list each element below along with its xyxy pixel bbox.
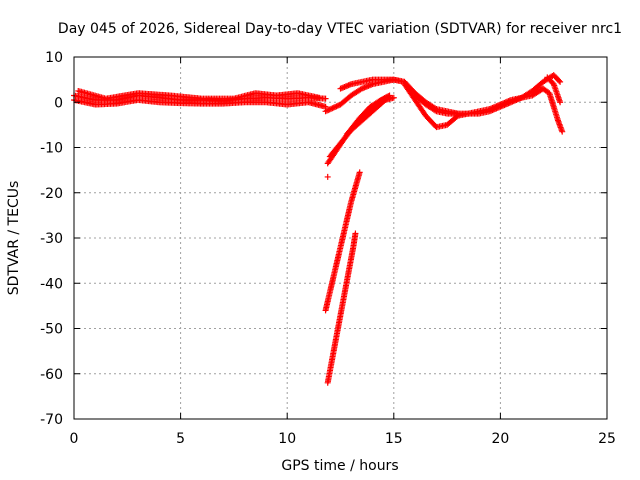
series-arc-d (412, 72, 564, 117)
series-drop-a (322, 169, 363, 314)
y-tick-label: 10 (45, 50, 63, 66)
data-point (432, 107, 439, 114)
y-axis-label: SDTVAR / TECUs (6, 181, 22, 296)
y-tick-label: -60 (40, 367, 63, 383)
data-point (390, 94, 397, 101)
data-point (386, 92, 393, 99)
y-tick-label: -10 (40, 141, 63, 157)
data-point (322, 108, 329, 115)
y-tick-labels: 10 0 -10 -20 -30 -40 -50 -60 -70 (40, 50, 63, 428)
x-tick-label: 20 (491, 431, 509, 447)
data-point (556, 77, 563, 84)
x-tick-label: 0 (70, 431, 79, 447)
data-point (330, 104, 337, 111)
data-point (324, 173, 331, 180)
x-tick-label: 15 (385, 431, 403, 447)
data-point (328, 105, 335, 112)
data-point (322, 95, 329, 102)
series-baseline-c (75, 87, 323, 102)
data-point (333, 103, 340, 110)
x-tick-labels: 0 5 10 15 20 25 (70, 431, 616, 447)
series-arc-e (529, 85, 566, 135)
data-point (352, 230, 359, 237)
data-point (356, 169, 363, 176)
chart-title: Day 045 of 2026, Sidereal Day-to-day VTE… (58, 21, 622, 37)
series-arc-f (544, 74, 564, 106)
data-point (385, 93, 392, 100)
series-arc-c (401, 81, 547, 131)
series-arc-b (337, 76, 408, 92)
data-point (559, 128, 566, 135)
y-tick-label: -20 (40, 186, 63, 202)
x-tick-label: 10 (278, 431, 296, 447)
series-baseline-b (71, 96, 329, 110)
y-tick-label: -70 (40, 412, 63, 428)
y-tick-label: 0 (54, 95, 63, 111)
series-outlier (324, 173, 331, 180)
series-drop-b (324, 230, 359, 386)
data-points (71, 72, 566, 386)
y-tick-label: -30 (40, 231, 63, 247)
x-axis-label: GPS time / hours (281, 458, 398, 474)
data-point (334, 102, 341, 109)
data-point (325, 107, 332, 114)
x-tick-label: 5 (176, 431, 185, 447)
data-point (316, 94, 323, 101)
data-point (326, 106, 333, 113)
axis-ticks (73, 56, 608, 420)
data-point (557, 78, 564, 85)
y-tick-label: -50 (40, 322, 63, 338)
x-tick-label: 25 (598, 431, 616, 447)
series-rise-c (326, 92, 393, 160)
data-point (329, 105, 336, 112)
y-tick-label: -40 (40, 276, 63, 292)
data-point (323, 107, 330, 114)
data-point (557, 99, 564, 106)
data-point (332, 103, 339, 110)
